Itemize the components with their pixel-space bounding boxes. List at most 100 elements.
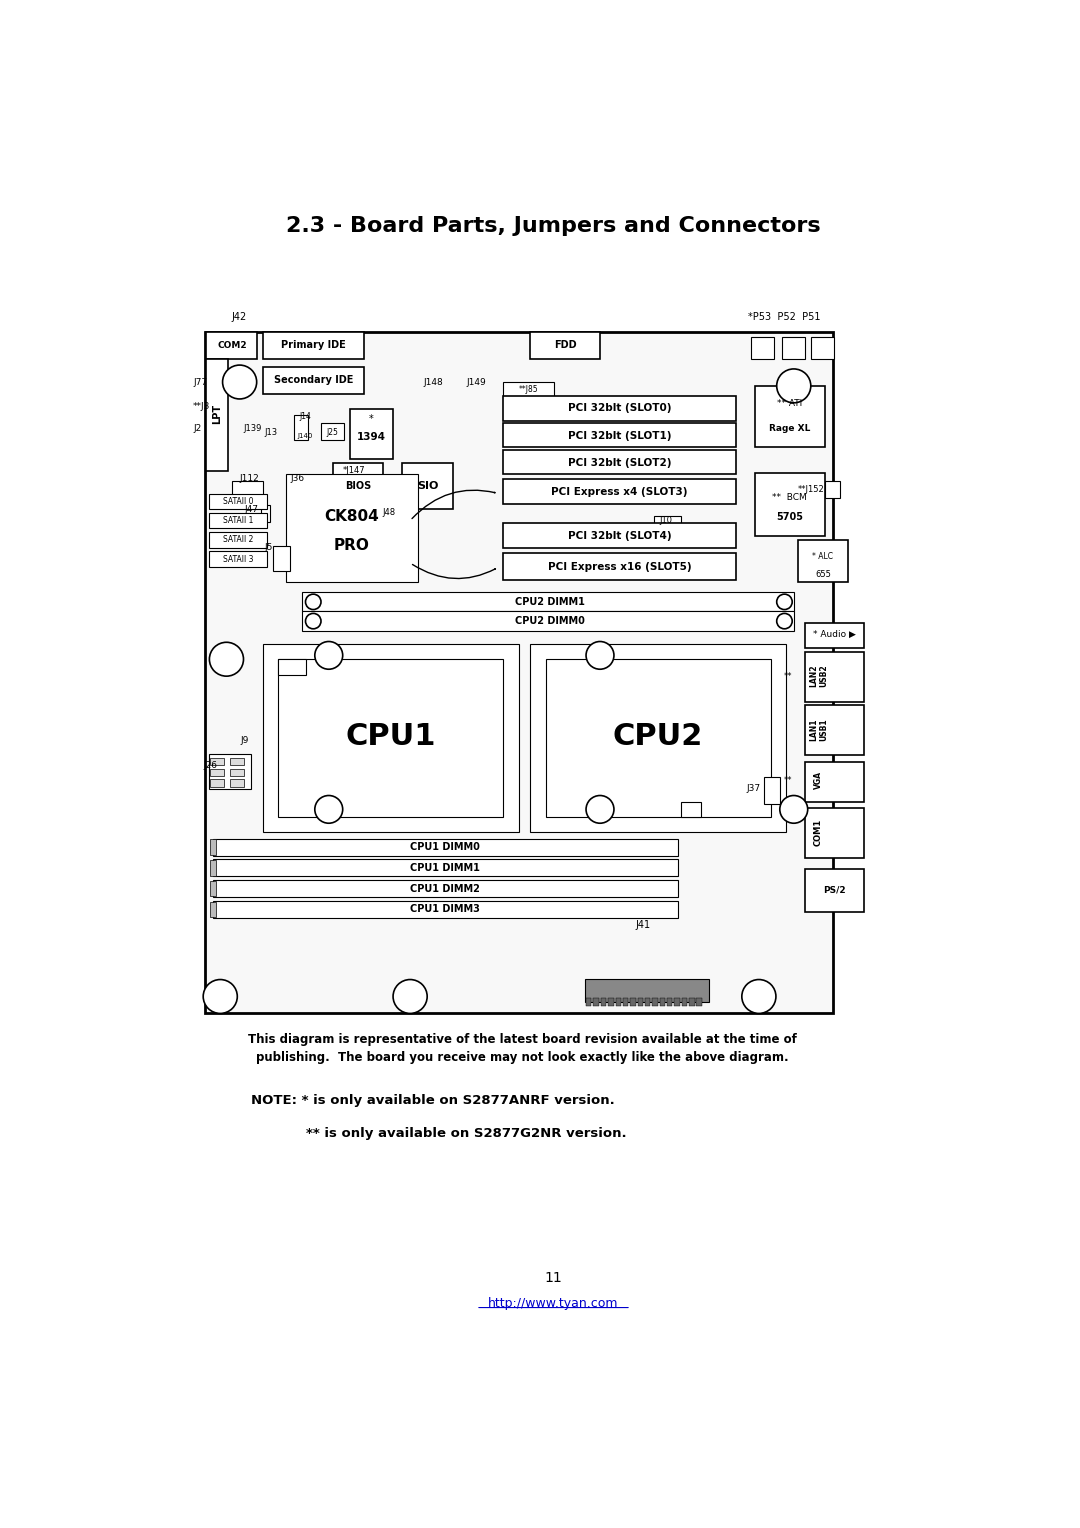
Text: Rage XL: Rage XL bbox=[769, 423, 811, 432]
FancyBboxPatch shape bbox=[751, 338, 774, 359]
Text: LAN2
USB2: LAN2 USB2 bbox=[809, 665, 828, 688]
FancyBboxPatch shape bbox=[206, 332, 257, 359]
Text: **  BCM: ** BCM bbox=[772, 494, 807, 503]
FancyBboxPatch shape bbox=[208, 753, 252, 788]
Circle shape bbox=[777, 613, 793, 630]
FancyBboxPatch shape bbox=[211, 860, 216, 876]
Text: 5705: 5705 bbox=[777, 512, 804, 521]
Text: * Audio ▶: * Audio ▶ bbox=[812, 630, 855, 639]
Text: SATAII 2: SATAII 2 bbox=[222, 535, 254, 544]
FancyBboxPatch shape bbox=[213, 902, 677, 918]
Text: J25: J25 bbox=[326, 428, 338, 437]
Text: *J147: *J147 bbox=[342, 466, 365, 475]
FancyBboxPatch shape bbox=[806, 623, 864, 648]
FancyBboxPatch shape bbox=[623, 998, 629, 1005]
FancyBboxPatch shape bbox=[350, 410, 393, 458]
Text: 11: 11 bbox=[544, 1271, 563, 1285]
FancyBboxPatch shape bbox=[211, 769, 225, 776]
Text: J140: J140 bbox=[298, 432, 313, 439]
Text: J42: J42 bbox=[232, 312, 247, 321]
Text: J10: J10 bbox=[660, 516, 673, 526]
Text: **: ** bbox=[784, 672, 793, 680]
Text: PCI Express x16 (SLOT5): PCI Express x16 (SLOT5) bbox=[548, 562, 691, 571]
FancyBboxPatch shape bbox=[503, 449, 735, 474]
FancyBboxPatch shape bbox=[765, 778, 780, 804]
Circle shape bbox=[306, 613, 321, 630]
Text: J9: J9 bbox=[241, 735, 249, 744]
Circle shape bbox=[393, 979, 428, 1013]
Circle shape bbox=[586, 796, 613, 824]
FancyBboxPatch shape bbox=[674, 998, 679, 1005]
FancyBboxPatch shape bbox=[530, 643, 786, 833]
Text: J14: J14 bbox=[299, 413, 311, 422]
Circle shape bbox=[586, 642, 613, 669]
Circle shape bbox=[314, 796, 342, 824]
FancyBboxPatch shape bbox=[637, 998, 643, 1005]
Text: J2: J2 bbox=[193, 423, 201, 432]
FancyBboxPatch shape bbox=[584, 979, 708, 1002]
Text: BIOS: BIOS bbox=[345, 481, 370, 490]
Text: * ALC: * ALC bbox=[812, 552, 834, 561]
Text: 1394: 1394 bbox=[356, 432, 386, 443]
FancyBboxPatch shape bbox=[645, 998, 650, 1005]
FancyBboxPatch shape bbox=[503, 480, 735, 504]
Text: CPU1 DIMM0: CPU1 DIMM0 bbox=[410, 842, 480, 853]
FancyBboxPatch shape bbox=[208, 494, 267, 509]
Circle shape bbox=[780, 796, 808, 824]
Text: CPU1 DIMM3: CPU1 DIMM3 bbox=[410, 905, 480, 914]
FancyBboxPatch shape bbox=[321, 423, 345, 440]
FancyBboxPatch shape bbox=[213, 859, 677, 877]
FancyBboxPatch shape bbox=[211, 902, 216, 917]
Text: LAN1
USB1: LAN1 USB1 bbox=[809, 718, 828, 741]
FancyBboxPatch shape bbox=[681, 802, 701, 817]
FancyBboxPatch shape bbox=[213, 839, 677, 856]
FancyBboxPatch shape bbox=[333, 463, 383, 509]
Text: **J85: **J85 bbox=[518, 385, 539, 394]
Text: CK804: CK804 bbox=[325, 509, 379, 524]
FancyBboxPatch shape bbox=[806, 706, 864, 755]
FancyBboxPatch shape bbox=[631, 998, 636, 1005]
FancyBboxPatch shape bbox=[586, 998, 592, 1005]
FancyBboxPatch shape bbox=[811, 338, 834, 359]
Text: COM1: COM1 bbox=[814, 819, 823, 847]
Circle shape bbox=[210, 642, 243, 677]
Text: CPU1: CPU1 bbox=[346, 721, 436, 750]
FancyBboxPatch shape bbox=[503, 396, 735, 420]
FancyBboxPatch shape bbox=[279, 659, 306, 675]
FancyBboxPatch shape bbox=[806, 869, 864, 912]
FancyBboxPatch shape bbox=[205, 332, 833, 1013]
Text: J13: J13 bbox=[265, 428, 278, 437]
FancyBboxPatch shape bbox=[208, 552, 267, 567]
Text: FDD: FDD bbox=[554, 341, 577, 350]
Text: J41: J41 bbox=[635, 920, 650, 931]
FancyBboxPatch shape bbox=[545, 659, 770, 817]
Text: J36: J36 bbox=[291, 474, 305, 483]
FancyBboxPatch shape bbox=[782, 338, 806, 359]
FancyBboxPatch shape bbox=[806, 651, 864, 701]
Text: PCI 32blt (SLOT0): PCI 32blt (SLOT0) bbox=[568, 403, 671, 413]
Text: PS/2: PS/2 bbox=[823, 886, 846, 895]
Circle shape bbox=[203, 979, 238, 1013]
FancyBboxPatch shape bbox=[211, 758, 225, 766]
Text: PCI 32blt (SLOT1): PCI 32blt (SLOT1) bbox=[568, 431, 671, 442]
FancyBboxPatch shape bbox=[697, 998, 702, 1005]
Text: J5: J5 bbox=[265, 542, 272, 552]
FancyBboxPatch shape bbox=[273, 545, 291, 570]
Text: J149: J149 bbox=[467, 377, 486, 387]
FancyBboxPatch shape bbox=[232, 481, 262, 497]
FancyBboxPatch shape bbox=[608, 998, 613, 1005]
Text: J26: J26 bbox=[203, 761, 217, 770]
Text: http://www.tyan.com: http://www.tyan.com bbox=[488, 1297, 619, 1309]
FancyBboxPatch shape bbox=[755, 472, 825, 536]
FancyBboxPatch shape bbox=[262, 332, 364, 359]
Text: CPU1 DIMM1: CPU1 DIMM1 bbox=[410, 863, 480, 872]
Circle shape bbox=[777, 594, 793, 610]
FancyBboxPatch shape bbox=[806, 761, 864, 802]
Text: J77: J77 bbox=[193, 377, 207, 387]
Text: CPU1 DIMM2: CPU1 DIMM2 bbox=[410, 883, 480, 894]
FancyBboxPatch shape bbox=[503, 382, 554, 397]
FancyBboxPatch shape bbox=[208, 532, 267, 547]
FancyBboxPatch shape bbox=[755, 387, 825, 448]
FancyBboxPatch shape bbox=[530, 332, 600, 359]
Text: SATAII 3: SATAII 3 bbox=[222, 555, 254, 564]
